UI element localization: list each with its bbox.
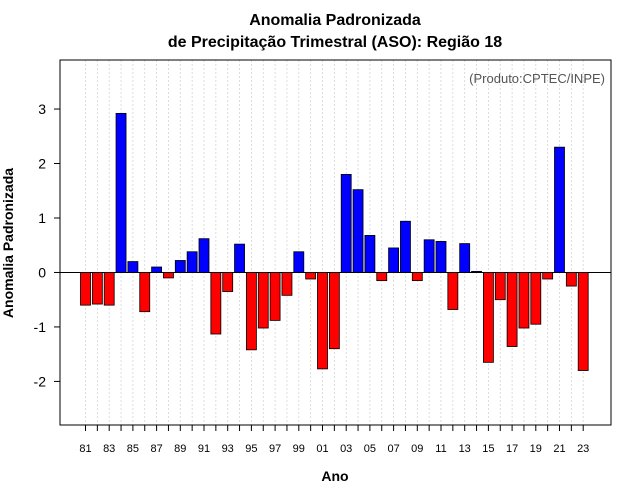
bar-2002 — [328, 272, 340, 350]
chart-title: Anomalia Padronizada — [249, 12, 421, 29]
y-tick-label: -2 — [34, 373, 47, 389]
bar-2003 — [340, 174, 352, 273]
x-tick-label: 21 — [553, 443, 565, 455]
y-tick-label: 0 — [38, 264, 46, 280]
bar-2020 — [542, 272, 554, 280]
bar-2018 — [518, 272, 530, 329]
bar-1998 — [281, 272, 293, 296]
bar-2022 — [565, 272, 577, 287]
bar-2004 — [352, 189, 364, 273]
bar-1989 — [174, 260, 186, 273]
x-axis: 81 83 85 87 89 91 93 95 97 99 01 03 05 07 09 11 13 15 17 19… — [79, 425, 589, 455]
plot-frame — [59, 59, 612, 426]
product-credit: (Produto:CPTEC/INPE) — [469, 71, 605, 86]
bar-2005 — [364, 235, 376, 273]
grid-lines — [85, 60, 584, 425]
bar-2021 — [554, 146, 565, 273]
bar-1992 — [210, 272, 222, 335]
bar-1988 — [163, 272, 174, 279]
bar-2015 — [482, 272, 494, 363]
bar-2008 — [400, 220, 411, 273]
x-tick-label: 81 — [79, 443, 91, 455]
x-tick-label: 23 — [577, 443, 589, 455]
bar-1983 — [103, 272, 115, 306]
bar-1996 — [257, 272, 269, 329]
bars — [80, 112, 589, 371]
bar-1999 — [293, 251, 305, 273]
x-tick-label: 87 — [150, 443, 162, 455]
y-axis-label: Anomalia Padronizada — [0, 168, 16, 318]
x-tick-label: 97 — [269, 443, 281, 455]
bar-2011 — [435, 241, 447, 273]
bar-2017 — [506, 272, 518, 347]
x-tick-label: 95 — [245, 443, 257, 455]
chart-subtitle: de Precipitação Trimestral (ASO): Região… — [168, 34, 502, 51]
x-tick-label: 93 — [222, 443, 234, 455]
x-tick-label: 09 — [411, 443, 423, 455]
bar-1990 — [186, 251, 198, 273]
bar-2023 — [577, 272, 589, 371]
bar-2006 — [376, 272, 388, 282]
bar-1985 — [127, 261, 139, 273]
bar-2010 — [423, 239, 435, 273]
bar-1991 — [198, 238, 210, 273]
x-tick-label: 85 — [127, 443, 139, 455]
bar-2016 — [494, 272, 506, 301]
x-tick-label: 17 — [506, 443, 518, 455]
bar-1997 — [269, 272, 281, 321]
bar-2019 — [530, 272, 542, 325]
x-tick-label: 89 — [174, 443, 186, 455]
bar-2001 — [317, 272, 328, 370]
x-tick-label: 91 — [198, 443, 210, 455]
x-tick-label: 13 — [459, 443, 471, 455]
x-tick-label: 01 — [316, 443, 328, 455]
bar-1987 — [151, 266, 163, 273]
x-tick-label: 05 — [364, 443, 376, 455]
y-tick-label: 3 — [38, 101, 46, 117]
bar-1981 — [80, 272, 91, 306]
x-tick-label: 11 — [435, 443, 446, 455]
bar-2000 — [305, 272, 317, 280]
x-axis-label: Ano — [321, 468, 348, 484]
x-tick-label: 15 — [482, 443, 494, 455]
x-tick-label: 07 — [387, 443, 399, 455]
x-tick-label: 99 — [293, 443, 305, 455]
bar-1995 — [245, 272, 257, 351]
bar-1994 — [234, 243, 245, 273]
bar-2012 — [447, 272, 459, 310]
y-tick-label: -1 — [34, 319, 47, 335]
y-axis: -2 -1 0 1 2 3 — [34, 101, 60, 389]
y-tick-label: 2 — [38, 156, 46, 172]
bar-1986 — [139, 272, 151, 313]
bar-1982 — [91, 272, 103, 305]
x-tick-label: 19 — [530, 443, 542, 455]
bar-1993 — [222, 272, 234, 292]
y-tick-label: 1 — [38, 210, 46, 226]
x-tick-label: 03 — [340, 443, 352, 455]
bar-1984 — [115, 112, 127, 273]
bar-2013 — [459, 243, 471, 273]
bar-2007 — [388, 247, 400, 273]
bar-2009 — [411, 272, 423, 282]
x-tick-label: 83 — [103, 443, 115, 455]
